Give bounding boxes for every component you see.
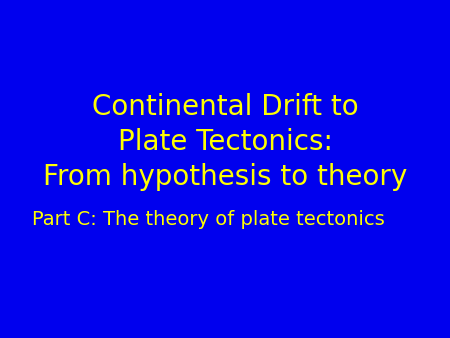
Text: Continental Drift to
Plate Tectonics:
From hypothesis to theory: Continental Drift to Plate Tectonics: Fr… bbox=[43, 93, 407, 191]
Text: Part C: The theory of plate tectonics: Part C: The theory of plate tectonics bbox=[32, 210, 384, 229]
